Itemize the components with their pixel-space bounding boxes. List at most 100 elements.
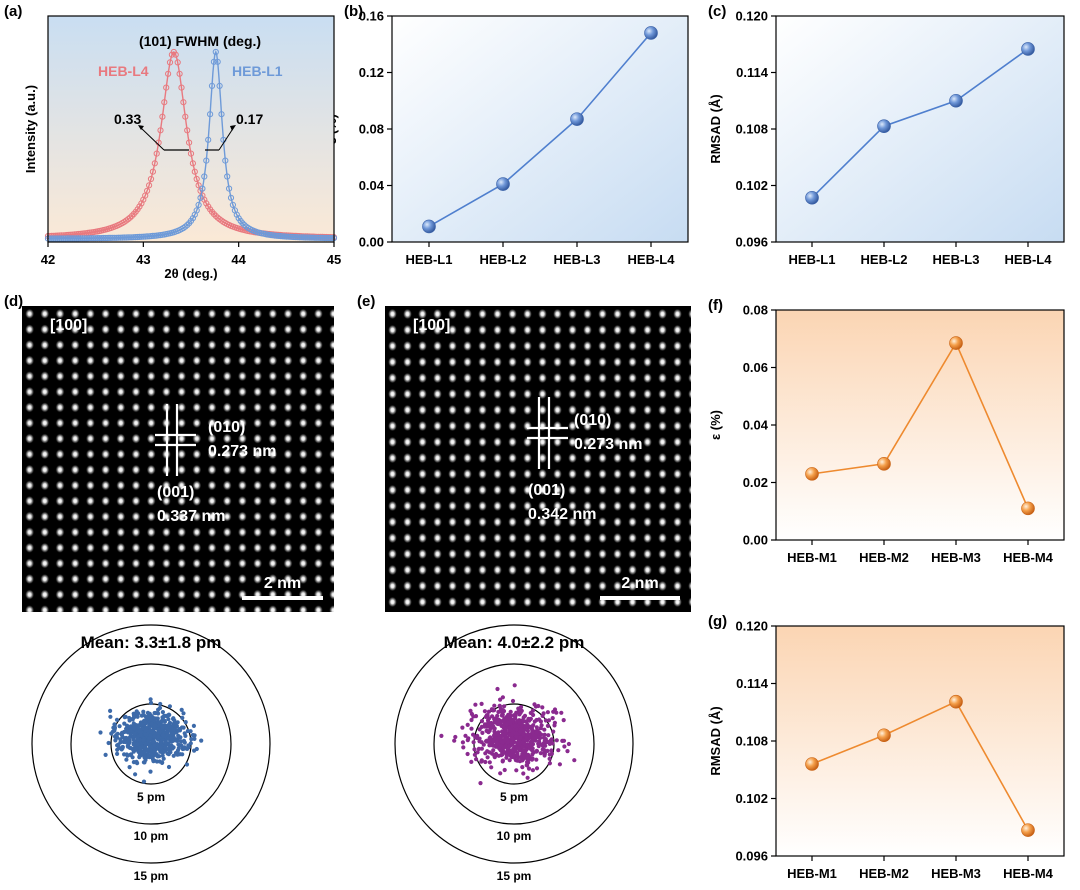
fwhm-value-l4: 0.33	[114, 111, 141, 127]
displacement-point	[98, 730, 103, 735]
displacement-point	[498, 748, 503, 753]
xrd-data-point	[58, 235, 65, 242]
xrd-data-point	[184, 127, 191, 134]
xrd-data-point	[292, 234, 299, 241]
plot-background-f	[776, 310, 1064, 540]
plane-label-001: (001)	[528, 482, 565, 499]
displacement-point	[494, 740, 499, 746]
panel-label-b: (b)	[344, 3, 363, 20]
displacement-point	[132, 731, 137, 737]
xrd-data-point	[203, 157, 210, 164]
displacement-point	[505, 751, 510, 756]
displacement-point	[133, 772, 138, 777]
displacement-point	[487, 716, 492, 721]
xrd-data-point	[136, 233, 143, 240]
xrd-data-point	[222, 157, 229, 164]
displacement-point	[148, 769, 153, 774]
displacement-point	[537, 739, 542, 744]
displacement-point	[523, 725, 528, 730]
data-point-f	[877, 457, 891, 471]
xrd-data-point	[325, 234, 332, 242]
plot-frame-f	[775, 309, 1065, 541]
fwhm-value-l1: 0.17	[236, 111, 263, 127]
xrd-data-point	[283, 233, 290, 240]
data-point-c	[1021, 42, 1035, 56]
displacement-point	[565, 749, 570, 754]
displacement-point	[114, 717, 120, 722]
displacement-point	[124, 726, 129, 731]
displacement-point	[185, 728, 190, 734]
xrd-data-point	[186, 139, 193, 146]
xrd-data-point	[104, 234, 111, 242]
displacement-point	[519, 723, 524, 729]
xrd-data-point	[207, 111, 214, 118]
displacement-point	[182, 745, 187, 750]
zone-axis-label: [100]	[50, 317, 87, 334]
x-tick-label-c: HEB-L1	[789, 252, 836, 267]
xrd-data-point	[229, 201, 236, 208]
y-tick-label-f: 0.04	[743, 418, 769, 433]
d-spacing-010: 0.273 nm	[574, 436, 642, 453]
series-line-b	[428, 32, 652, 228]
xrd-data-point	[296, 234, 303, 241]
displacement-point	[490, 751, 495, 756]
data-point-c	[949, 93, 963, 108]
displacement-point	[482, 709, 487, 714]
x-tick-label-a: 42	[41, 252, 55, 267]
displacement-point	[487, 760, 492, 765]
xrd-data-point	[98, 235, 105, 242]
displacement-point	[518, 705, 524, 710]
displacement-point	[116, 742, 121, 747]
xrd-data-point	[182, 113, 189, 120]
displacement-point	[508, 753, 513, 758]
displacement-point	[528, 710, 533, 716]
data-point-b	[422, 219, 436, 234]
displacement-point	[540, 713, 545, 719]
data-point-b	[496, 177, 510, 191]
displacement-point	[182, 740, 187, 745]
displacement-point	[163, 745, 168, 750]
xrd-data-point	[86, 235, 94, 242]
data-point-g	[1021, 823, 1035, 837]
displacement-point	[169, 744, 174, 749]
displacement-point	[485, 729, 490, 734]
xrd-data-point	[294, 234, 301, 241]
xrd-data-point	[119, 234, 126, 241]
y-tick-label-f: 0.02	[743, 475, 768, 490]
displacement-point	[137, 754, 142, 759]
ring-label-15: 15 pm	[497, 869, 532, 883]
displacement-point	[493, 719, 498, 724]
x-tick-label-a: 44	[231, 252, 246, 267]
plot-background-a	[48, 16, 334, 242]
xrd-data-point	[241, 222, 248, 229]
displacement-point	[140, 726, 145, 731]
displacement-point	[151, 739, 156, 744]
x-tick-label-b: HEB-L1	[406, 252, 453, 267]
displacement-point	[165, 732, 170, 737]
arrow-head-l1	[230, 125, 236, 131]
displacement-point	[489, 765, 494, 770]
displacement-point	[500, 752, 505, 757]
displacement-point	[537, 717, 542, 722]
displacement-point	[512, 723, 517, 729]
xrd-data-point	[285, 233, 292, 240]
displacement-point	[572, 758, 577, 763]
displacement-point	[472, 747, 477, 752]
series-line-c	[811, 48, 1029, 199]
displacement-point	[142, 755, 147, 760]
displacement-point	[133, 723, 138, 729]
displacement-point	[514, 710, 519, 715]
displacement-point	[119, 732, 124, 738]
x-tick-label-f: HEB-M3	[931, 550, 981, 565]
plot-frame-c	[775, 15, 1065, 243]
displacement-point	[163, 740, 168, 746]
y-tick-label-b: 0.08	[359, 122, 384, 137]
plane-label-001: (001)	[157, 484, 194, 501]
displacement-point	[518, 729, 523, 734]
displacement-point	[115, 751, 120, 757]
panel-e: (e) [100] (010) 0.273 nm (001) 0.342 nm 2 nm Me…	[357, 293, 691, 883]
displacement-point	[183, 720, 188, 725]
data-point-g	[805, 757, 819, 771]
displacement-point	[127, 718, 132, 723]
d-spacing-010: 0.273 nm	[208, 443, 276, 460]
